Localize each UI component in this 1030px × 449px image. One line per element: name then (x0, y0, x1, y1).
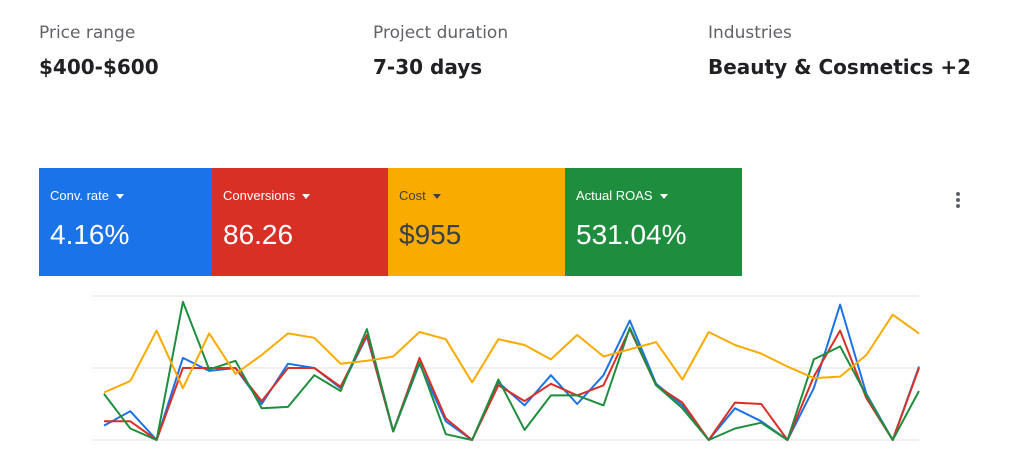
performance-line-chart (92, 295, 920, 441)
price-range-value: $400-$600 (39, 55, 159, 79)
more-vert-icon (956, 192, 960, 196)
metric-value-conversions: 86.26 (223, 219, 294, 250)
metric-label-cost: Cost (399, 188, 426, 203)
project-duration-block: Project duration 7-30 days (373, 22, 508, 80)
industries-block: Industries Beauty & Cosmetics +2 (708, 22, 971, 80)
more-options-button[interactable] (944, 186, 972, 214)
series-line-1 (104, 328, 920, 441)
more-vert-icon-dot (956, 204, 960, 208)
metric-label-actual-roas: Actual ROAS (576, 188, 653, 203)
dropdown-caret-icon (432, 194, 441, 199)
metric-label-conversions: Conversions (223, 188, 296, 203)
metric-value-cost: $955 (399, 219, 462, 250)
industries-value: Beauty & Cosmetics +2 (708, 55, 972, 79)
metric-card-actual-roas[interactable]: Actual ROAS 531.04% (565, 168, 742, 276)
metric-value-conv-rate: 4.16% (50, 219, 130, 250)
metric-selector-cost[interactable]: Cost (399, 188, 565, 204)
price-range-block: Price range $400-$600 (39, 22, 159, 80)
metric-card-conversions[interactable]: Conversions 86.26 (212, 168, 388, 276)
dropdown-caret-icon (659, 194, 668, 199)
more-vert-icon-dot (956, 198, 960, 202)
dropdown-caret-icon (116, 194, 125, 199)
metric-value-actual-roas: 531.04% (576, 219, 687, 250)
metric-card-cost[interactable]: Cost $955 (388, 168, 565, 276)
series-line-2 (103, 300, 920, 441)
series-line-3 (103, 313, 920, 394)
metric-label-conv-rate: Conv. rate (50, 188, 110, 203)
project-duration-label: Project duration (373, 23, 509, 43)
metric-selector-conv-rate[interactable]: Conv. rate (50, 188, 212, 204)
industries-label: Industries (708, 23, 792, 43)
price-range-label: Price range (39, 23, 136, 43)
project-duration-value: 7-30 days (373, 55, 483, 79)
chart-series-group (103, 300, 920, 441)
dropdown-caret-icon (302, 194, 311, 199)
metric-cards: Conv. rate 4.16% Conversions 86.26 Cost … (39, 168, 742, 276)
metric-selector-actual-roas[interactable]: Actual ROAS (576, 188, 742, 204)
metric-card-conv-rate[interactable]: Conv. rate 4.16% (39, 168, 212, 276)
metric-selector-conversions[interactable]: Conversions (223, 188, 388, 204)
